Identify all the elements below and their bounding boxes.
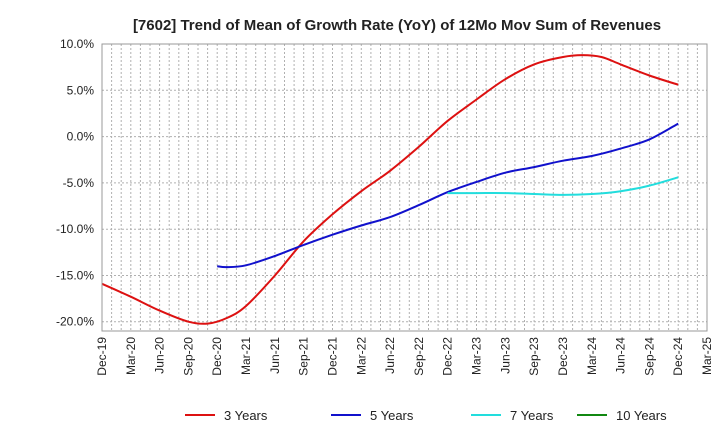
- y-tick-label: -5.0%: [63, 176, 95, 190]
- series-line-5-years: [217, 122, 679, 269]
- x-tick-label: Dec-19: [95, 337, 109, 376]
- x-tick-label: Jun-21: [268, 337, 282, 374]
- x-tick-label: Dec-20: [210, 337, 224, 376]
- legend-label: 7 Years: [510, 408, 554, 423]
- series-line-7-years: [447, 176, 679, 196]
- x-tick-label: Dec-22: [441, 337, 455, 376]
- y-tick-label: -15.0%: [56, 269, 94, 283]
- x-tick-label: Sep-21: [297, 337, 311, 376]
- y-tick-label: 5.0%: [67, 83, 95, 97]
- x-tick-label: Jun-23: [498, 337, 512, 374]
- x-tick-label: Dec-21: [326, 337, 340, 376]
- data-series: [101, 54, 679, 325]
- x-tick-label: Mar-23: [470, 337, 484, 375]
- plot-frame: [101, 43, 708, 332]
- x-tick-label: Dec-23: [556, 337, 570, 376]
- y-tick-label: 10.0%: [60, 37, 94, 51]
- x-tick-label: Jun-22: [383, 337, 397, 374]
- x-tick-label: Sep-24: [642, 337, 656, 376]
- x-tick-label: Sep-23: [527, 337, 541, 376]
- x-tick-label: Jun-20: [153, 337, 167, 374]
- legend-label: 3 Years: [224, 408, 268, 423]
- legend: 3 Years 5 Years 7 Years 10 Years: [185, 408, 667, 423]
- x-tick-label: Mar-20: [124, 337, 138, 375]
- y-tick-label: -20.0%: [56, 315, 94, 329]
- x-tick-label: Mar-25: [700, 337, 714, 375]
- grid-lines: [102, 43, 707, 331]
- x-tick-label: Mar-21: [239, 337, 253, 375]
- x-tick-label: Sep-20: [181, 337, 195, 376]
- y-tick-label: 0.0%: [67, 130, 95, 144]
- y-axis: 10.0% 5.0% 0.0% -5.0% -10.0% -15.0% -20.0%: [56, 37, 94, 329]
- x-tick-label: Mar-22: [354, 337, 368, 375]
- series-line-3-years: [101, 54, 679, 325]
- x-tick-label: Mar-24: [585, 337, 599, 375]
- legend-label: 5 Years: [370, 408, 414, 423]
- y-tick-label: -10.0%: [56, 222, 94, 236]
- chart-title: [7602] Trend of Mean of Growth Rate (YoY…: [133, 17, 661, 34]
- x-tick-label: Jun-24: [614, 337, 628, 374]
- x-axis: Dec-19 Mar-20 Jun-20 Sep-20 Dec-20 Mar-21 Jun-…: [95, 337, 714, 376]
- x-tick-label: Dec-24: [671, 337, 685, 376]
- legend-label: 10 Years: [616, 408, 667, 423]
- x-tick-label: Sep-22: [412, 337, 426, 376]
